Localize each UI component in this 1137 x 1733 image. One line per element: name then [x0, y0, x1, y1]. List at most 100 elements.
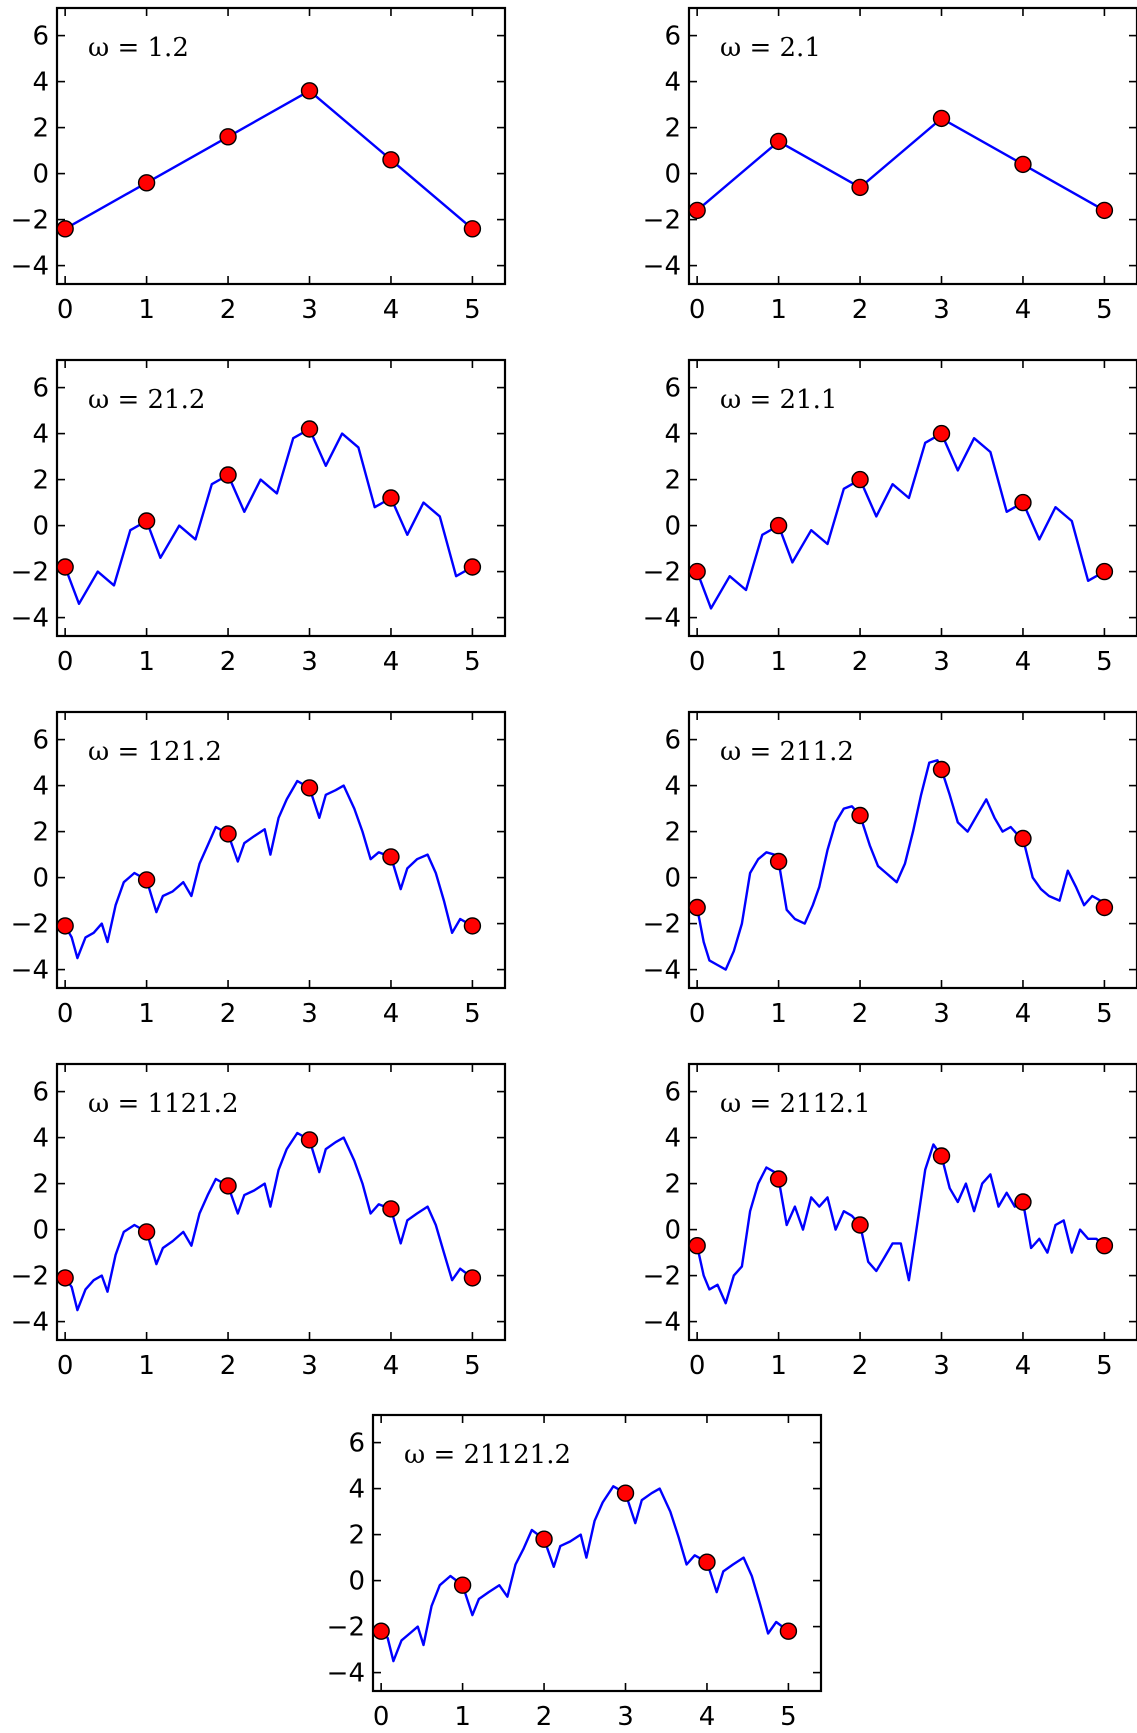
data-point	[382, 151, 400, 169]
y-tick-label: −2	[327, 1613, 365, 1643]
x-tick-label: 0	[57, 1351, 74, 1381]
data-point	[219, 466, 237, 484]
series-line	[63, 427, 473, 605]
x-tick-label: 5	[780, 1702, 797, 1732]
series-line	[696, 117, 1105, 212]
y-tick-label: 0	[664, 160, 681, 190]
data-point	[300, 779, 319, 797]
data-point	[372, 1622, 390, 1640]
data-point	[1095, 201, 1114, 220]
data-point	[382, 1200, 400, 1218]
y-tick-label: −4	[643, 956, 681, 986]
data-point	[1014, 493, 1032, 512]
omega-annotation: ω = 21121.2	[404, 1440, 571, 1470]
axes-frame	[687, 6, 1137, 286]
data-point	[1014, 1193, 1032, 1211]
x-tick-label: 1	[454, 1702, 471, 1732]
x-tick-label: 5	[1096, 647, 1113, 677]
x-tick-label: 4	[383, 295, 400, 325]
x-tick-label: 5	[1096, 1351, 1113, 1381]
y-tick-label: −4	[11, 252, 49, 282]
x-tick-label: 4	[383, 647, 400, 677]
y-tick-label: 0	[664, 864, 681, 894]
axes-frame	[687, 358, 1137, 638]
x-tick-label: 5	[464, 999, 481, 1029]
data-point	[300, 82, 319, 100]
x-tick-label: 1	[770, 1351, 787, 1381]
x-tick-label: 3	[301, 295, 318, 325]
data-point	[769, 1170, 788, 1188]
data-point	[932, 424, 951, 443]
x-tick-label: 2	[852, 1351, 869, 1381]
data-point	[851, 470, 869, 489]
omega-annotation: ω = 2.1	[720, 33, 821, 63]
data-point	[932, 109, 951, 128]
data-point	[56, 917, 74, 935]
data-point	[300, 420, 319, 438]
y-tick-label: 4	[664, 420, 681, 450]
x-tick-label: 4	[383, 999, 400, 1029]
data-point	[851, 806, 869, 825]
y-tick-label: −2	[11, 558, 49, 588]
chart-panel-6: 0 1 2 3 4 5 −4 −2 0 2 4 6 ω = 211.2	[643, 710, 1137, 1029]
data-point	[382, 489, 400, 507]
x-tick-label: 1	[138, 647, 155, 677]
chart-panel-9: 0 1 2 3 4 5 −4 −2 0 2 4 6 ω = 21121.2	[327, 1413, 823, 1732]
y-tick-label: 2	[32, 114, 49, 144]
data-point	[1014, 155, 1032, 174]
x-tick-label: 2	[852, 999, 869, 1029]
y-tick-label: 4	[32, 420, 49, 450]
chart-panel-7: 0 1 2 3 4 5 −4 −2 0 2 4 6 ω = 1121.2	[11, 1062, 507, 1381]
x-tick-label: 1	[138, 999, 155, 1029]
data-point	[688, 201, 706, 220]
y-tick-label: 2	[32, 1170, 49, 1200]
x-tick-label: 0	[57, 295, 74, 325]
axes-frame	[687, 710, 1137, 990]
data-point	[219, 825, 237, 843]
data-point	[300, 1131, 319, 1149]
x-tick-label: 0	[57, 999, 74, 1029]
y-tick-label: −2	[11, 1262, 49, 1292]
y-tick-label: −4	[327, 1659, 365, 1689]
axes-frame	[687, 1062, 1137, 1342]
data-point	[1095, 1236, 1114, 1255]
x-tick-label: 4	[1015, 647, 1032, 677]
x-tick-label: 3	[933, 647, 950, 677]
x-tick-label: 0	[57, 647, 74, 677]
data-point	[698, 1553, 716, 1571]
y-tick-label: −4	[11, 1308, 49, 1338]
axes-frame	[55, 1062, 507, 1342]
data-point	[56, 1269, 74, 1287]
y-tick-label: −2	[643, 1262, 681, 1292]
y-tick-label: 4	[664, 68, 681, 98]
x-tick-label: 3	[301, 647, 318, 677]
y-tick-label: 0	[32, 512, 49, 542]
series-line	[64, 89, 474, 230]
y-tick-label: 4	[348, 1475, 365, 1505]
y-tick-label: −4	[643, 604, 681, 634]
omega-annotation: ω = 121.2	[88, 737, 222, 767]
data-point	[137, 871, 156, 889]
data-point	[463, 220, 482, 238]
omega-annotation: ω = 21.2	[88, 385, 205, 415]
x-tick-label: 1	[770, 295, 787, 325]
chart-panel-4: 0 1 2 3 4 5 −4 −2 0 2 4 6 ω = 21.1	[643, 358, 1137, 677]
y-tick-label: 0	[32, 1216, 49, 1246]
data-point	[769, 852, 788, 871]
x-tick-label: 3	[617, 1702, 634, 1732]
x-tick-label: 3	[933, 1351, 950, 1381]
omega-annotation: ω = 21.1	[720, 385, 837, 415]
data-point	[616, 1484, 635, 1502]
data-point	[382, 848, 400, 866]
x-tick-label: 3	[301, 999, 318, 1029]
y-tick-label: 2	[664, 114, 681, 144]
y-tick-label: 6	[664, 374, 681, 404]
series-line	[695, 1143, 1106, 1305]
x-tick-label: 0	[689, 999, 706, 1029]
x-tick-label: 2	[220, 647, 237, 677]
data-point	[851, 178, 869, 197]
data-point	[688, 898, 706, 917]
y-tick-label: −4	[643, 252, 681, 282]
x-tick-label: 2	[220, 295, 237, 325]
y-tick-label: 6	[32, 22, 49, 52]
